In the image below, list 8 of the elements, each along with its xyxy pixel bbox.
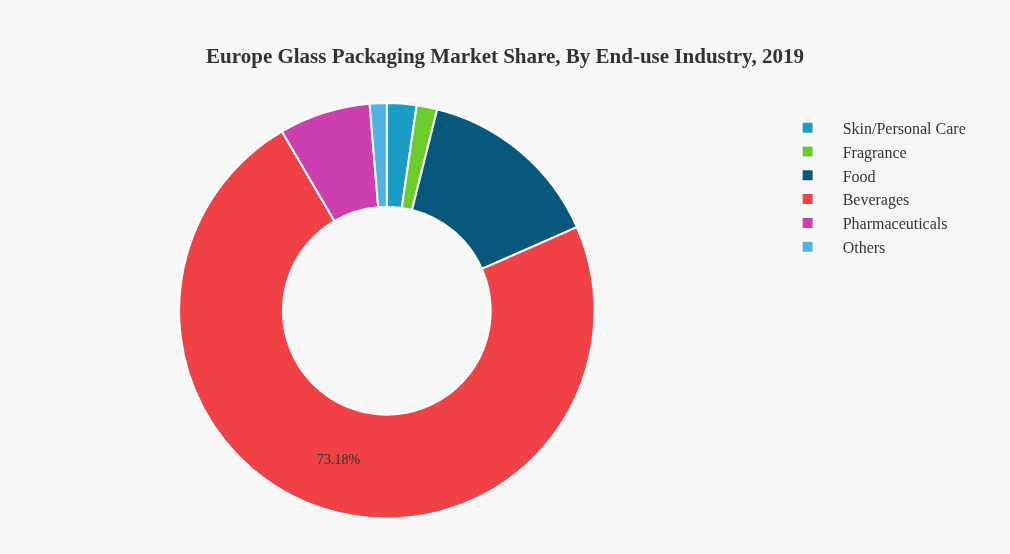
legend-label: Pharmaceuticals xyxy=(842,215,948,233)
chart-title: Europe Glass Packaging Market Share, By End-use Industry, 2019 xyxy=(206,43,804,68)
legend-label: Skin/Personal Care xyxy=(842,119,966,137)
legend-label: Food xyxy=(842,167,876,185)
legend-label: Fragrance xyxy=(842,143,907,162)
data-label: 73.18% xyxy=(317,451,361,467)
legend-label: Others xyxy=(842,238,886,256)
legend-label: Beverages xyxy=(842,191,910,210)
